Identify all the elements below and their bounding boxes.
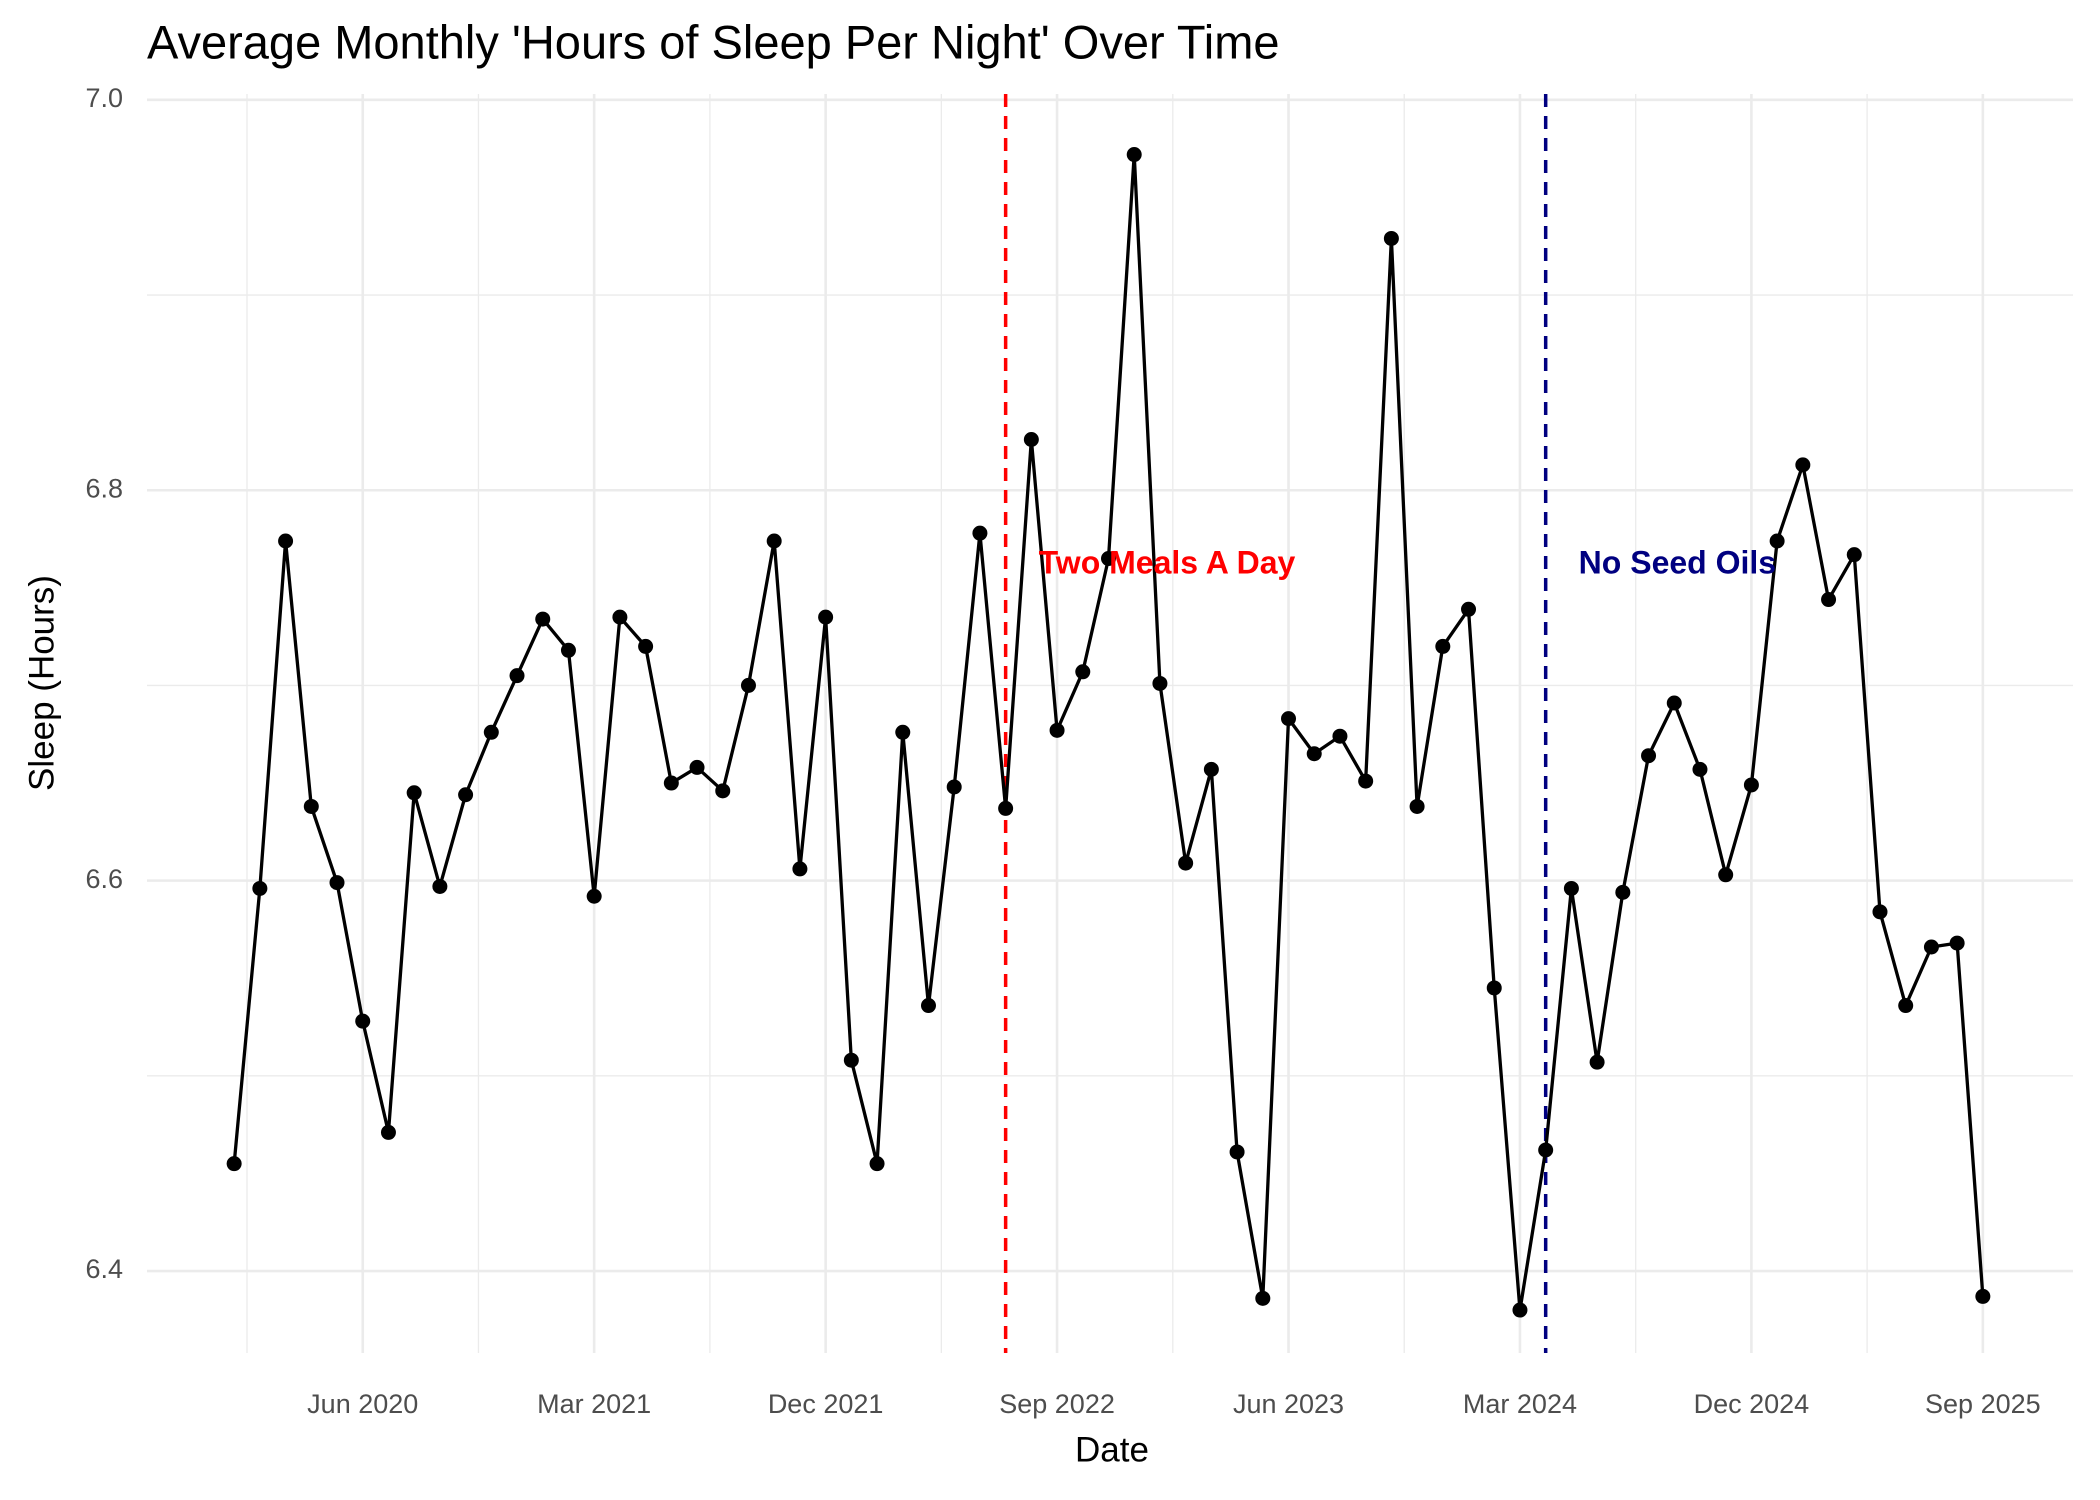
data-point <box>1975 1288 1991 1304</box>
data-point <box>1229 1144 1245 1160</box>
data-point <box>612 609 628 625</box>
data-point <box>1538 1142 1554 1158</box>
data-point <box>818 609 834 625</box>
data-point <box>329 875 345 891</box>
data-point <box>1898 998 1914 1014</box>
y-tick-label: 6.6 <box>85 864 123 894</box>
data-point <box>432 878 448 894</box>
data-point <box>560 642 576 658</box>
data-point <box>1563 880 1579 896</box>
y-tick-label: 6.8 <box>85 473 123 503</box>
data-point <box>1846 547 1862 563</box>
data-point <box>226 1156 242 1172</box>
data-point <box>1769 533 1785 549</box>
x-tick-label: Jun 2023 <box>1233 1389 1344 1419</box>
x-tick-label: Mar 2024 <box>1463 1389 1577 1419</box>
data-point <box>663 775 679 791</box>
data-point <box>1178 855 1194 871</box>
grid <box>147 94 2073 1353</box>
data-point <box>1383 230 1399 246</box>
data-point <box>1409 798 1425 814</box>
event-label: Two Meals A Day <box>1039 544 1296 580</box>
data-point <box>715 783 731 799</box>
data-point <box>1692 761 1708 777</box>
data-point <box>766 533 782 549</box>
data-point <box>1126 147 1142 163</box>
data-point <box>895 724 911 740</box>
data-point <box>1461 601 1477 617</box>
data-point <box>1872 904 1888 920</box>
data-point <box>689 759 705 775</box>
data-point <box>1358 773 1374 789</box>
data-point <box>1718 867 1734 883</box>
data-point <box>1666 695 1682 711</box>
data-point <box>1306 746 1322 762</box>
data-point <box>1075 664 1091 680</box>
data-point <box>1795 457 1811 473</box>
data-point <box>1743 777 1759 793</box>
data-point <box>252 880 268 896</box>
data-point <box>1949 935 1965 951</box>
y-tick-label: 6.4 <box>85 1254 123 1284</box>
x-tick-label: Jun 2020 <box>307 1389 418 1419</box>
data-point <box>586 888 602 904</box>
data-point <box>1049 722 1065 738</box>
data-point <box>998 800 1014 816</box>
data-point <box>278 533 294 549</box>
x-tick-label: Dec 2024 <box>1694 1389 1810 1419</box>
data-point <box>1101 551 1116 567</box>
data-point <box>406 785 422 801</box>
data-point <box>1435 638 1451 654</box>
event-label: No Seed Oils <box>1579 544 1776 580</box>
data-point <box>869 1156 885 1172</box>
data-point <box>303 798 319 814</box>
data-point <box>1281 711 1297 727</box>
x-axis-title: Date <box>1075 1430 1149 1469</box>
y-axis-title: Sleep (Hours) <box>22 575 61 791</box>
data-point <box>1615 884 1631 900</box>
data-point <box>1589 1054 1605 1070</box>
data-point <box>740 677 756 693</box>
data-point <box>458 787 474 803</box>
x-tick-label: Sep 2022 <box>999 1389 1115 1419</box>
data-point <box>972 525 988 541</box>
data-point <box>1023 431 1039 447</box>
data-point <box>1255 1290 1271 1306</box>
data-point <box>483 724 499 740</box>
data-point <box>920 998 936 1014</box>
x-tick-label: Mar 2021 <box>537 1389 651 1419</box>
data-point <box>1512 1302 1528 1318</box>
y-tick-label: 7.0 <box>85 83 123 113</box>
data-point <box>1923 939 1939 955</box>
data-point <box>1821 592 1837 608</box>
data-point <box>509 668 525 684</box>
data-point <box>355 1013 371 1029</box>
data-point <box>1486 980 1502 996</box>
data-point <box>946 779 962 795</box>
data-point <box>638 638 654 654</box>
data-point <box>1152 675 1168 691</box>
data-point <box>1203 761 1219 777</box>
x-tick-label: Sep 2025 <box>1925 1389 2041 1419</box>
data-point <box>1641 748 1657 764</box>
data-point <box>843 1052 859 1068</box>
data-point <box>535 611 551 627</box>
chart-title: Average Monthly 'Hours of Sleep Per Nigh… <box>147 15 1280 68</box>
data-point <box>380 1124 396 1140</box>
data-point <box>1332 728 1348 744</box>
x-tick-label: Dec 2021 <box>768 1389 884 1419</box>
data-point <box>792 861 808 877</box>
